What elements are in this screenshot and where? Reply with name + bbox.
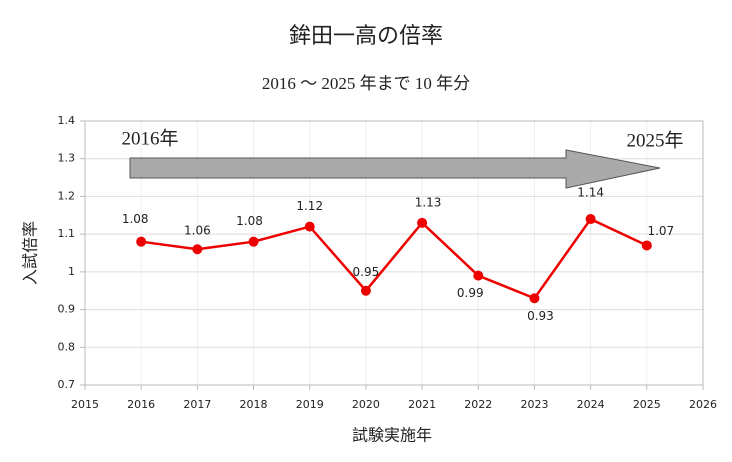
data-label: 1.06 <box>184 224 211 238</box>
data-point <box>641 240 652 251</box>
x-axis-label: 試験実施年 <box>352 427 432 445</box>
y-tick-label: 0.8 <box>58 340 76 353</box>
data-point <box>473 270 484 281</box>
timeline-arrow <box>129 149 661 189</box>
chart-subtitle: 2016 ～ 2025 年まで 10 年分 <box>262 74 470 93</box>
y-tick-label: 0.9 <box>58 303 76 316</box>
y-axis-label: 入試倍率 <box>22 221 40 285</box>
annotation: 2025年 <box>626 129 683 151</box>
x-tick-label: 2019 <box>296 398 324 411</box>
data-point <box>192 244 203 255</box>
x-tick-label: 2025 <box>633 398 661 411</box>
data-label: 1.14 <box>577 186 604 200</box>
x-tick-label: 2023 <box>520 398 548 411</box>
y-tick-label: 1.4 <box>58 114 76 127</box>
x-tick-label: 2016 <box>127 398 155 411</box>
data-label: 0.99 <box>457 286 484 300</box>
data-label: 1.07 <box>647 224 674 238</box>
x-tick-label: 2020 <box>352 398 380 411</box>
y-tick-label: 1.2 <box>58 189 76 202</box>
y-tick-label: 1.1 <box>58 227 76 240</box>
y-tick-label: 1 <box>68 265 75 278</box>
data-label: 0.95 <box>353 265 380 279</box>
chart-title: 鉾田一高の倍率 <box>289 23 443 48</box>
data-point <box>585 214 596 225</box>
series-line <box>141 217 648 300</box>
data-point <box>304 221 315 232</box>
data-point <box>248 236 259 247</box>
y-tick-label: 1.3 <box>58 152 76 165</box>
x-tick-label: 2018 <box>240 398 268 411</box>
x-tick-label: 2026 <box>689 398 717 411</box>
data-label: 1.08 <box>122 212 149 226</box>
data-label: 1.12 <box>296 199 323 213</box>
data-point <box>529 293 540 304</box>
data-point <box>360 285 371 296</box>
x-tick-label: 2015 <box>71 398 99 411</box>
x-tick-label: 2022 <box>464 398 492 411</box>
annotation: 2016年 <box>121 127 178 149</box>
x-tick-label: 2021 <box>408 398 436 411</box>
x-tick-label: 2024 <box>577 398 605 411</box>
data-label: 0.93 <box>527 309 554 323</box>
data-point <box>136 236 147 247</box>
data-label: 1.08 <box>236 214 263 228</box>
plot-frame <box>84 120 704 386</box>
data-label: 1.13 <box>415 195 442 209</box>
data-point <box>417 217 428 228</box>
x-tick-label: 2017 <box>183 398 211 411</box>
y-tick-label: 0.7 <box>58 378 76 391</box>
